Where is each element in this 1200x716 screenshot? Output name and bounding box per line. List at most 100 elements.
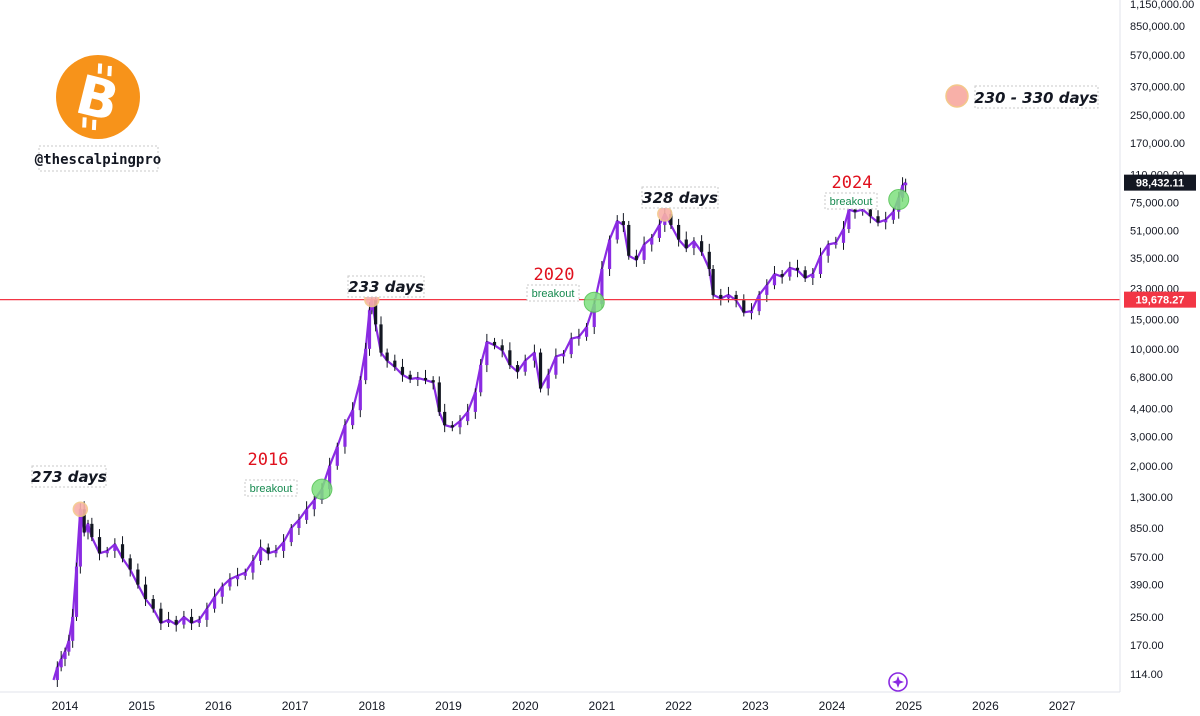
candle-body (853, 209, 857, 212)
candle-body (63, 651, 67, 660)
annotation-233-days[interactable]: 233 days (347, 275, 425, 298)
candle-body (343, 425, 347, 447)
candle-body (437, 382, 441, 412)
svg-text:19,678.27: 19,678.27 (1136, 295, 1185, 307)
candle-body (861, 209, 865, 212)
breakout-marker (583, 291, 605, 313)
candle-body (466, 411, 470, 422)
candle-body (615, 221, 619, 240)
candle-body (500, 345, 504, 351)
legend-peak-marker-icon (945, 84, 969, 108)
x-tick-label: 2016 (205, 699, 232, 713)
y-tick-label: 850.00 (1130, 523, 1164, 535)
candle-body (523, 360, 527, 372)
candle-body (289, 527, 293, 543)
breakout-label-2020[interactable]: breakout (526, 284, 580, 302)
candle-body (450, 425, 454, 428)
candle-body (884, 219, 888, 223)
candle-body (772, 274, 777, 286)
breakout-label-2016[interactable]: breakout (244, 479, 298, 497)
candle-body (700, 241, 704, 252)
candle-body (719, 294, 723, 299)
svg-text:233 days: 233 days (348, 278, 424, 296)
y-tick-label: 570,000.00 (1130, 50, 1185, 62)
candle-body (561, 354, 566, 357)
candle-body (59, 659, 63, 668)
y-tick-label: 170.00 (1130, 640, 1164, 652)
candle-body (205, 608, 209, 620)
x-tick-label: 2014 (52, 699, 79, 713)
candle-body (358, 380, 362, 411)
candle-body (281, 542, 286, 551)
candle-body (515, 365, 520, 372)
y-tick-label: 114.00 (1130, 669, 1163, 681)
x-tick-label: 2020 (512, 699, 539, 713)
candle-body (78, 509, 82, 567)
candle-body (780, 274, 784, 277)
candle-body (220, 586, 224, 597)
candle-body (621, 221, 625, 225)
support-price-tag: 19,678.27 (1124, 291, 1196, 308)
cycle-label-2020[interactable]: 2020 (534, 265, 575, 285)
candle-body (312, 499, 316, 510)
candle-body (251, 560, 255, 573)
y-tick-label: 250.00 (1130, 612, 1164, 624)
x-tick-label: 2022 (665, 699, 692, 713)
candle-body (364, 348, 368, 381)
candle-body (228, 579, 232, 587)
annotation-328-days[interactable]: 328 days (641, 186, 719, 209)
peak-marker (72, 501, 89, 518)
candle-body (374, 299, 378, 325)
y-tick-label: 15,000.00 (1130, 314, 1179, 326)
y-tick-label: 250,000.00 (1130, 110, 1185, 122)
x-tick-label: 2025 (895, 699, 922, 713)
candle-body (692, 241, 696, 249)
candle-body (818, 255, 823, 275)
y-tick-label: 170,000.00 (1130, 138, 1185, 150)
sparkle-icon[interactable] (888, 672, 908, 692)
legend-230-330-days[interactable]: 230 - 330 days (945, 84, 1099, 109)
candle-body (757, 294, 761, 312)
candle-body (569, 338, 573, 355)
candle-body (584, 327, 589, 337)
current-price-tag: 98,432.11 (1124, 174, 1196, 191)
candle-body (431, 380, 435, 383)
y-tick-label: 35,000.00 (1130, 253, 1179, 265)
candle-body (97, 537, 102, 554)
y-tick-label: 51,000.00 (1130, 225, 1179, 237)
candle-body (492, 341, 497, 346)
candle-body (677, 224, 681, 240)
annotation-273-days[interactable]: 273 days (31, 465, 107, 488)
candle-body (335, 446, 339, 466)
candle-body (734, 294, 738, 301)
candle-body (634, 255, 639, 260)
x-tick-label: 2023 (742, 699, 769, 713)
cycle-label-2024[interactable]: 2024 (832, 173, 873, 193)
y-tick-label: 3,000.00 (1130, 431, 1173, 443)
svg-text:breakout: breakout (250, 483, 293, 495)
breakout-marker (888, 189, 910, 211)
candle-body (642, 244, 646, 260)
y-tick-label: 75,000.00 (1130, 197, 1179, 209)
candle-body (742, 300, 746, 313)
candle-body (669, 213, 673, 225)
candle-body (385, 352, 389, 361)
candle-body (811, 274, 815, 279)
svg-text:breakout: breakout (830, 196, 873, 208)
cycle-label-2016[interactable]: 2016 (248, 450, 289, 470)
candle-body (351, 410, 355, 426)
breakout-label-2024[interactable]: breakout (824, 192, 878, 210)
author-handle: @thescalpingpro (35, 145, 161, 172)
y-tick-label: 2,000.00 (1130, 461, 1173, 473)
candle-body (266, 547, 270, 554)
x-axis[interactable]: 2014 2015 2016 2017 2018 2019 2020 2021 2022 2023… (52, 699, 1076, 713)
candle-body (834, 242, 838, 245)
candle-body (538, 352, 543, 389)
y-axis[interactable]: 1,150,000.00 850,000.00 570,000.00 370,000.… (1130, 0, 1194, 681)
candle-body (479, 365, 483, 393)
candle-body (189, 616, 194, 623)
candle-body (136, 569, 140, 585)
candle-body (485, 341, 489, 366)
candle-body (826, 244, 830, 256)
